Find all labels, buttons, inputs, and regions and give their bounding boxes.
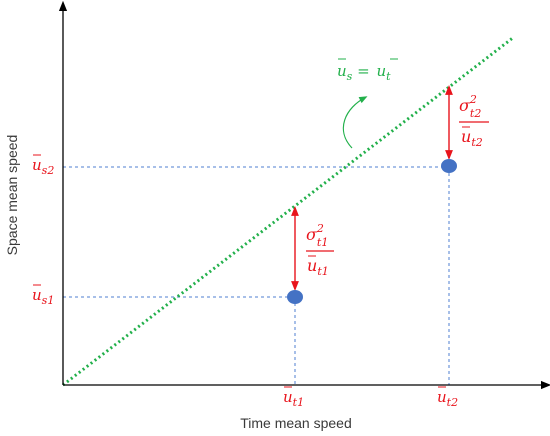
y-axis-title: Space mean speed [4,135,20,256]
point-1 [287,290,303,304]
svg-text:ut1: ut1 [307,256,329,278]
svg-text:us = ut: us = ut [337,62,391,83]
x-tick-ut2: ut2 [437,386,458,409]
svg-text:ut1: ut1 [283,388,304,409]
svg-text:us1: us1 [32,286,54,307]
y-tick-us1: us1 [32,284,54,307]
line-label: us = ut [337,58,398,83]
svg-text:us2: us2 [32,156,54,177]
svg-text:ut2: ut2 [461,127,483,149]
y-tick-us2: us2 [32,154,54,177]
gap-label-2: σ2 t2 ut2 [459,93,489,149]
x-axis-title: Time mean speed [240,415,352,431]
gap-label-1: σ2 t1 ut1 [306,222,334,278]
line-label-arrow [342,96,368,149]
x-tick-ut1: ut1 [283,386,304,409]
svg-text:ut2: ut2 [437,388,458,409]
point-2 [441,159,457,173]
identity-line [62,35,515,387]
